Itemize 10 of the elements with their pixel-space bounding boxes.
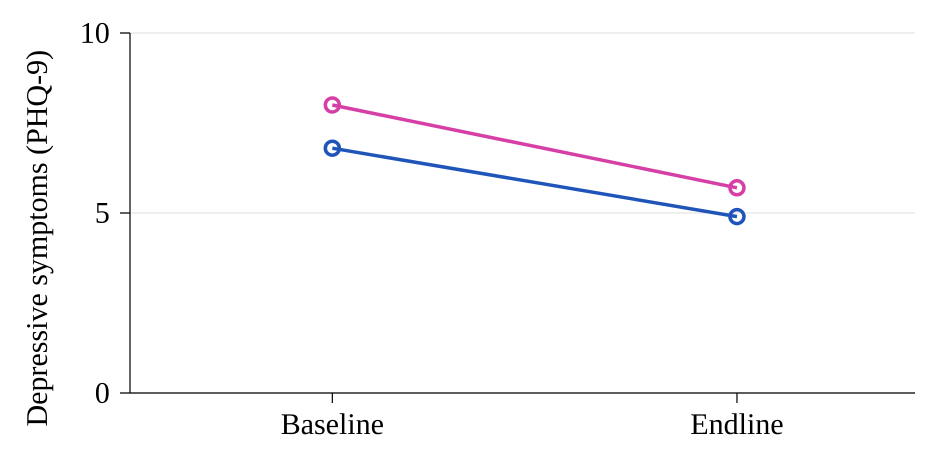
x-tick-label: Baseline	[282, 413, 383, 434]
point	[324, 139, 342, 157]
y-axis-title: Depressive symptoms (PHQ-9)	[26, 51, 54, 426]
y-tick-label: 5	[96, 203, 109, 223]
y-tick-label: 10	[82, 22, 109, 44]
point	[324, 96, 342, 114]
point	[728, 179, 746, 197]
x-tick-label: Endline	[691, 413, 783, 434]
point	[728, 208, 746, 226]
y-tick-label: 0	[96, 382, 109, 404]
